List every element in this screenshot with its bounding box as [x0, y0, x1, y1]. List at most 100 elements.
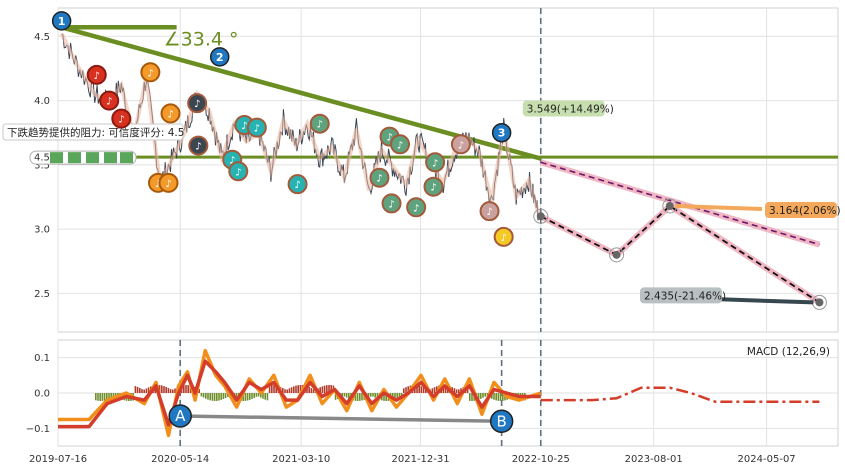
support-marker: [104, 152, 117, 164]
macd-histogram-bar: [367, 393, 370, 398]
wave-point: [51, 11, 72, 31]
macd-histogram-bar: [348, 393, 350, 399]
forecast-upper: [540, 161, 820, 246]
angle-label: ∠33.4 °: [164, 28, 239, 50]
macd-histogram-bar: [158, 385, 161, 393]
wave-point: [209, 47, 230, 67]
signal-marker: [99, 90, 120, 111]
support-marker: [120, 152, 133, 164]
macd-histogram-bar: [326, 385, 328, 393]
macd-histogram-bar: [330, 385, 332, 393]
macd-histogram-bar: [145, 388, 148, 393]
macd-histogram-bar: [361, 393, 363, 401]
signal-marker-glyph: ♪: [413, 203, 419, 214]
macd-histogram-bar: [420, 386, 423, 393]
signal-marker-glyph: ♪: [147, 68, 153, 79]
macd-histogram-bar: [244, 393, 247, 401]
signal-marker: [381, 193, 402, 214]
macd-histogram-bar: [345, 393, 348, 398]
signal-marker-glyph: ♪: [432, 158, 438, 169]
macd-histogram-bar: [95, 393, 97, 401]
resistance-note: 下跌趋势提供的阻力: 可信度评分: 4.5: [7, 126, 184, 139]
forecast-node: [533, 208, 549, 224]
signal-marker-glyph: ♪: [458, 140, 464, 151]
macd-histogram-bar: [222, 393, 225, 400]
macd-histogram-bar: [249, 393, 251, 400]
support-marker: [50, 152, 63, 164]
y-tick-label: 2.5: [34, 289, 50, 300]
macd-histogram-bar: [235, 393, 238, 400]
macd-histogram-bar: [161, 385, 163, 393]
macd-panel: −0.1 0.0 0.1 A B MACD (12,26,9): [26, 339, 839, 447]
macd-line: [58, 348, 542, 438]
macd-histogram-bar: [491, 393, 493, 399]
macd-histogram-bar: [167, 387, 170, 393]
macd-histogram-bar: [383, 393, 385, 401]
macd-histogram-bar: [143, 389, 145, 393]
macd-histogram-bar: [284, 389, 286, 393]
macd-histogram-bar: [207, 393, 209, 400]
macd-histogram-bar: [484, 393, 486, 397]
divergence-label: A: [175, 407, 186, 425]
y-tick-label: 0.0: [34, 389, 50, 400]
macd-histogram-bar: [334, 393, 337, 400]
macd-histogram-bar: [482, 393, 484, 398]
macd-histogram-bar: [425, 388, 427, 393]
macd-histogram-bar: [202, 393, 205, 398]
signal-marker: [188, 135, 209, 156]
signal-marker-glyph: ♪: [397, 140, 403, 151]
macd-histogram-bar: [405, 387, 407, 393]
signal-marker: [390, 134, 411, 155]
signal-marker: [228, 161, 249, 182]
signal-marker-glyph: ♪: [294, 180, 300, 191]
macd-histogram-bar: [407, 386, 409, 393]
signal-marker: [450, 134, 471, 155]
macd-histogram-bar: [493, 393, 495, 400]
x-tick-label: 2024-05-07: [738, 454, 796, 465]
signal-marker: [246, 117, 267, 138]
signal-marker-glyph: ♪: [317, 120, 323, 131]
y-tick-label: 4.5: [34, 32, 50, 43]
forecast-lower: [540, 204, 820, 304]
macd-histogram-bar: [469, 393, 471, 401]
macd-histogram-bar: [400, 393, 403, 397]
macd-histogram-bar: [293, 386, 295, 393]
macd-histogram-bar: [497, 393, 500, 401]
macd-histogram-bar: [112, 393, 115, 397]
signal-marker: [425, 152, 446, 173]
y-tick-label: 4.0: [34, 96, 50, 107]
macd-histogram-bar: [163, 386, 165, 393]
wave-point: [491, 122, 512, 143]
macd-histogram-bar: [187, 385, 189, 393]
macd-histogram-bar: [312, 389, 315, 393]
x-tick-label: 2019-07-16: [29, 454, 87, 465]
divergence-point: [168, 404, 192, 428]
macd-histogram-bar: [106, 393, 108, 400]
macd-histogram-bar: [101, 393, 104, 401]
macd-histogram-bar: [218, 393, 220, 401]
signal-marker-glyph: ♪: [376, 174, 382, 185]
macd-histogram-bar: [422, 387, 425, 393]
macd-histogram-bar: [343, 393, 346, 397]
macd-histogram-bar: [211, 393, 214, 401]
signal-marker-glyph: ♪: [229, 156, 235, 167]
target-label-down: 2.435(-21.46%): [644, 290, 726, 302]
macd-histogram-bar: [495, 393, 497, 401]
macd-histogram-bar: [460, 388, 462, 393]
macd-histogram-bar: [398, 393, 401, 397]
signal-marker-glyph: ♪: [155, 179, 161, 190]
macd-histogram-bar: [471, 393, 473, 401]
x-axis: 2019-07-16 2020-05-14 2021-03-10 2021-12-31…: [29, 454, 796, 465]
signal-marker-glyph: ♪: [235, 167, 241, 178]
y-tick-label: 0.1: [34, 353, 50, 364]
x-tick-label: 2022-10-25: [512, 454, 570, 465]
macd-histogram-bar: [376, 393, 379, 399]
macd-histogram-bar: [341, 393, 343, 397]
signal-marker-glyph: ♪: [106, 97, 112, 108]
macd-histogram-bar: [169, 389, 172, 393]
signal-marker-glyph: ♪: [486, 207, 492, 218]
macd-histogram-bar: [147, 387, 150, 393]
macd-histogram-bar: [262, 393, 264, 399]
macd-histogram-bar: [110, 393, 112, 399]
support-label: 4.5: [34, 153, 50, 164]
